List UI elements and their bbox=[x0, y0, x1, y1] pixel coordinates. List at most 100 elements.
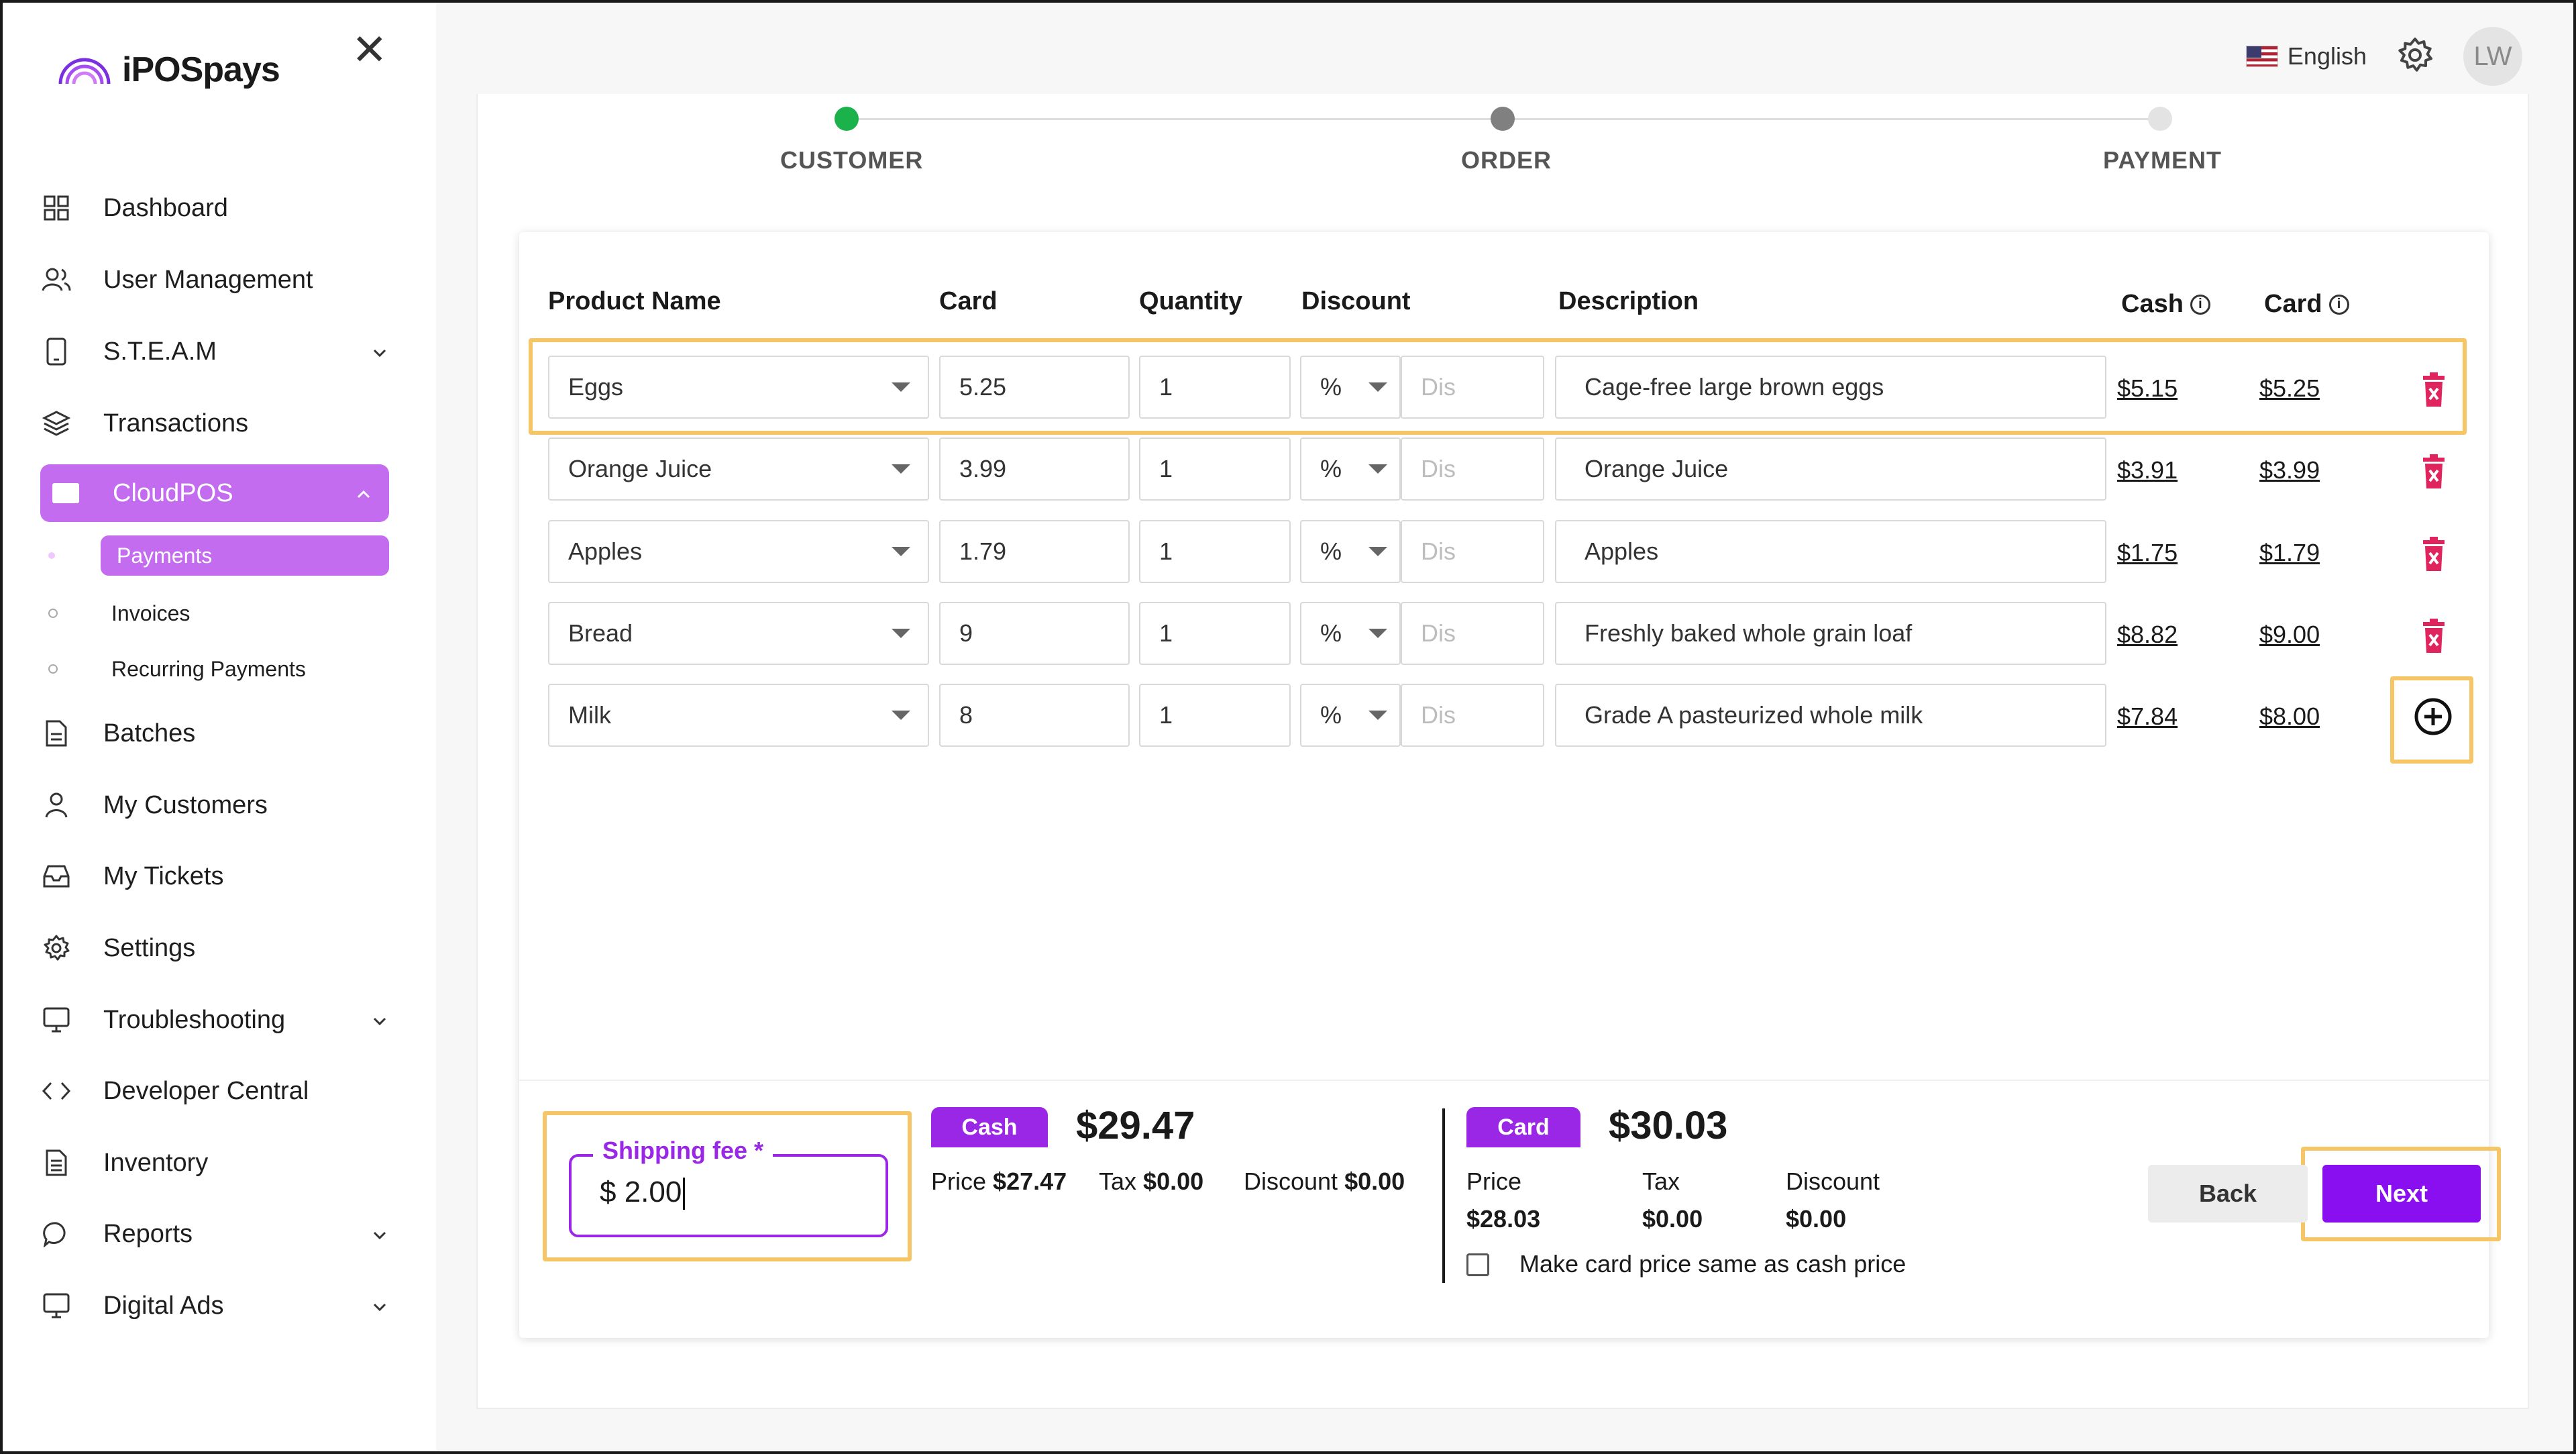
delete-row-icon[interactable] bbox=[2420, 618, 2447, 659]
chevron-down-icon bbox=[370, 1223, 389, 1251]
discount-type-select[interactable]: % bbox=[1300, 602, 1401, 665]
discount-input[interactable]: Dis bbox=[1401, 684, 1544, 747]
card-price-link[interactable]: $9.00 bbox=[2259, 621, 2320, 648]
info-icon[interactable]: i bbox=[2328, 294, 2349, 315]
sidebar-item-inventory[interactable]: Inventory bbox=[40, 1134, 389, 1192]
delete-row-icon[interactable] bbox=[2420, 536, 2447, 577]
card-price-input[interactable]: 5.25 bbox=[939, 356, 1130, 419]
sidebar-subitem-label: Recurring Payments bbox=[111, 656, 306, 681]
description-input[interactable]: Freshly baked whole grain loaf bbox=[1555, 602, 2106, 665]
discount-input[interactable]: Dis bbox=[1401, 437, 1544, 501]
description-input[interactable]: Apples bbox=[1555, 520, 2106, 583]
screen-icon bbox=[40, 1290, 72, 1322]
header-description: Description bbox=[1558, 287, 1699, 316]
cash-tax: Tax $0.00 bbox=[1099, 1167, 1203, 1196]
delete-row-icon[interactable] bbox=[2420, 372, 2447, 413]
discount-type-select[interactable]: % bbox=[1300, 356, 1401, 419]
sidebar-subitem-invoices[interactable]: Invoices bbox=[40, 593, 389, 633]
cash-price-label: Price bbox=[931, 1167, 987, 1195]
sidebar-item-settings[interactable]: Settings bbox=[40, 919, 389, 977]
card-price-link[interactable]: $1.79 bbox=[2259, 539, 2320, 566]
description-input[interactable]: Grade A pasteurized whole milk bbox=[1555, 684, 2106, 747]
gear-icon[interactable] bbox=[2396, 36, 2434, 77]
card-price-value: 9 bbox=[959, 619, 973, 647]
chevron-down-icon bbox=[370, 340, 389, 369]
discount-input[interactable]: Dis bbox=[1401, 356, 1544, 419]
quantity-input[interactable]: 1 bbox=[1139, 356, 1291, 419]
header-quantity: Quantity bbox=[1139, 287, 1242, 316]
discount-type-value: % bbox=[1320, 619, 1342, 647]
sidebar-item-dashboard[interactable]: Dashboard bbox=[40, 179, 389, 237]
avatar[interactable]: LW bbox=[2463, 27, 2522, 86]
table-row: Eggs 5.25 1% Dis Cage-free large brown eggs $… bbox=[0, 356, 2576, 420]
quantity-input[interactable]: 1 bbox=[1139, 602, 1291, 665]
sidebar-item-label: My Tickets bbox=[103, 862, 224, 890]
cash-discount-label: Discount bbox=[1244, 1167, 1338, 1195]
sidebar-item-my-customers[interactable]: My Customers bbox=[40, 776, 389, 834]
description-input[interactable]: Cage-free large brown eggs bbox=[1555, 356, 2106, 419]
chevron-down-icon bbox=[370, 1294, 389, 1323]
back-button[interactable]: Back bbox=[2148, 1165, 2308, 1223]
cash-discount-value: $0.00 bbox=[1344, 1167, 1405, 1195]
discount-input[interactable]: Dis bbox=[1401, 520, 1544, 583]
cash-price-link[interactable]: $7.84 bbox=[2117, 703, 2178, 730]
product-select[interactable]: Orange Juice bbox=[548, 437, 929, 501]
quantity-input[interactable]: 1 bbox=[1139, 684, 1291, 747]
card-discount-value: $0.00 bbox=[1786, 1205, 1846, 1233]
tablet-icon bbox=[40, 335, 72, 368]
sidebar-item-digital-ads[interactable]: Digital Ads bbox=[40, 1277, 389, 1335]
cash-price-link[interactable]: $1.75 bbox=[2117, 539, 2178, 566]
header-cash-price: Cash i bbox=[2121, 290, 2210, 319]
discount-type-select[interactable]: % bbox=[1300, 684, 1401, 747]
sidebar-item-my-tickets[interactable]: My Tickets bbox=[40, 847, 389, 905]
sidebar-subitem-recurring-payments[interactable]: Recurring Payments bbox=[40, 649, 389, 689]
same-price-checkbox[interactable] bbox=[1466, 1253, 1489, 1276]
document-icon bbox=[40, 717, 72, 749]
sidebar-item-troubleshooting[interactable]: Troubleshooting bbox=[40, 991, 389, 1049]
step-customer-label[interactable]: CUSTOMER bbox=[780, 146, 924, 174]
product-select[interactable]: Bread bbox=[548, 602, 929, 665]
quantity-value: 1 bbox=[1159, 537, 1173, 565]
info-icon[interactable]: i bbox=[2190, 294, 2210, 315]
product-select[interactable]: Eggs bbox=[548, 356, 929, 419]
header-product-name: Product Name bbox=[548, 287, 721, 316]
sidebar-item-cloudpos[interactable]: CloudPOS bbox=[40, 464, 389, 522]
sidebar-item-batches[interactable]: Batches bbox=[40, 705, 389, 762]
card-price-input[interactable]: 8 bbox=[939, 684, 1130, 747]
discount-type-select[interactable]: % bbox=[1300, 437, 1401, 501]
sidebar-subitem-payments[interactable]: Payments bbox=[40, 535, 389, 576]
shipping-fee-value[interactable]: $ 2.00 bbox=[600, 1176, 686, 1210]
quantity-input[interactable]: 1 bbox=[1139, 520, 1291, 583]
discount-input[interactable]: Dis bbox=[1401, 602, 1544, 665]
sidebar-item-steam[interactable]: S.T.E.A.M bbox=[40, 323, 389, 380]
step-order-label[interactable]: ORDER bbox=[1461, 146, 1552, 174]
sidebar-item-transactions[interactable]: Transactions bbox=[40, 395, 389, 452]
language-selector[interactable]: English bbox=[2245, 42, 2367, 70]
discount-placeholder: Dis bbox=[1421, 455, 1456, 482]
quantity-input[interactable]: 1 bbox=[1139, 437, 1291, 501]
cash-price-link[interactable]: $3.91 bbox=[2117, 456, 2178, 484]
sidebar-item-reports[interactable]: Reports bbox=[40, 1205, 389, 1263]
card-price-link[interactable]: $3.99 bbox=[2259, 456, 2320, 484]
step-payment-label[interactable]: PAYMENT bbox=[2103, 146, 2222, 174]
delete-row-icon[interactable] bbox=[2420, 454, 2447, 495]
product-select[interactable]: Apples bbox=[548, 520, 929, 583]
sidebar-item-user-management[interactable]: User Management bbox=[40, 251, 389, 309]
product-select[interactable]: Milk bbox=[548, 684, 929, 747]
brand-logo[interactable]: iPOSpays bbox=[56, 50, 280, 90]
description-value: Orange Juice bbox=[1585, 455, 1729, 482]
close-sidebar-icon[interactable]: ✕ bbox=[352, 25, 388, 74]
card-price-input[interactable]: 9 bbox=[939, 602, 1130, 665]
sidebar-item-developer-central[interactable]: Developer Central bbox=[40, 1062, 389, 1120]
discount-type-select[interactable]: % bbox=[1300, 520, 1401, 583]
add-row-icon[interactable] bbox=[2414, 697, 2453, 739]
card-price-link[interactable]: $8.00 bbox=[2259, 703, 2320, 730]
cash-price-link[interactable]: $8.82 bbox=[2117, 621, 2178, 648]
card-price-link[interactable]: $5.25 bbox=[2259, 374, 2320, 402]
sidebar-item-label: Settings bbox=[103, 933, 196, 962]
next-button[interactable]: Next bbox=[2322, 1165, 2481, 1223]
card-price-input[interactable]: 1.79 bbox=[939, 520, 1130, 583]
cash-price-link[interactable]: $5.15 bbox=[2117, 374, 2178, 402]
description-input[interactable]: Orange Juice bbox=[1555, 437, 2106, 501]
card-price-input[interactable]: 3.99 bbox=[939, 437, 1130, 501]
